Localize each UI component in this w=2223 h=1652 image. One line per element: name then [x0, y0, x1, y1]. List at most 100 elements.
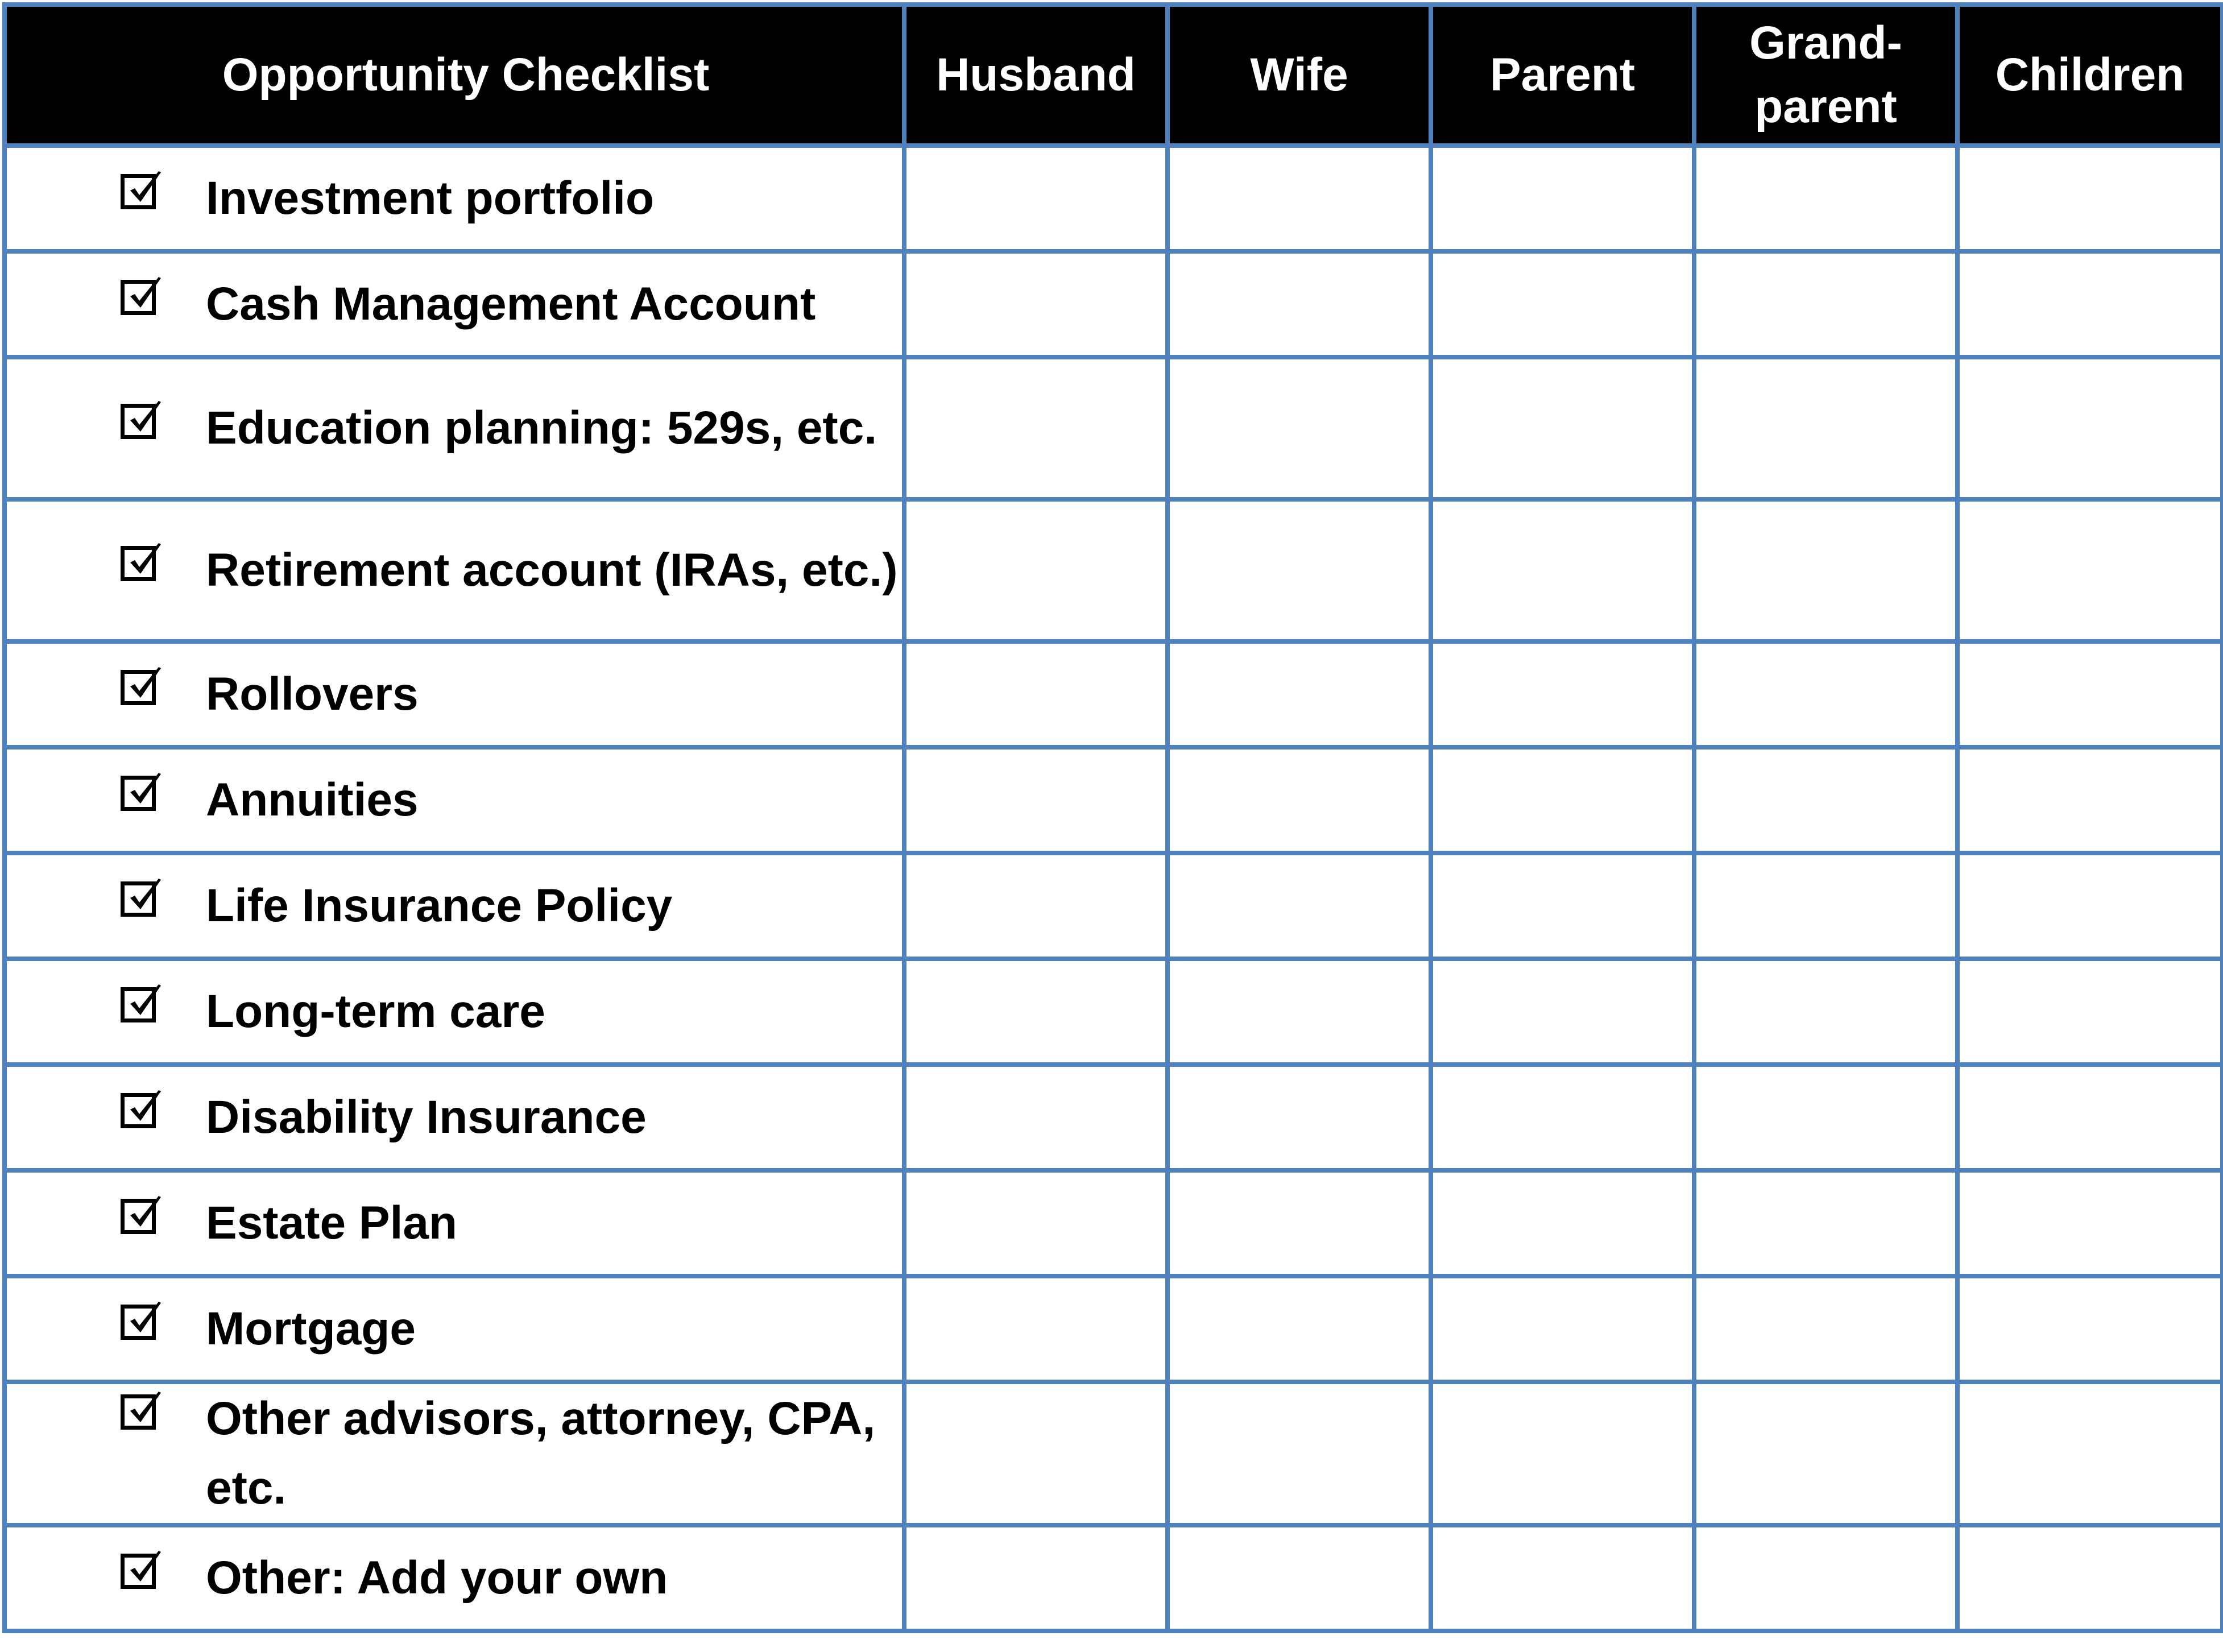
- cell-parent[interactable]: [1429, 1062, 1696, 1173]
- cell-children[interactable]: [1955, 1274, 2223, 1384]
- table-row: Long-term care: [2, 957, 2223, 1067]
- checklist-item-label: Cash Management Account: [206, 278, 816, 330]
- checklist-item-label: Other: Add your own: [206, 1552, 668, 1604]
- cell-parent[interactable]: [1429, 1523, 1696, 1633]
- checklist-item: Other advisors, attorney, CPA, etc.: [2, 1380, 906, 1527]
- checked-box-icon: [121, 1392, 161, 1430]
- cell-husband[interactable]: [902, 1523, 1170, 1633]
- cell-wife[interactable]: [1165, 497, 1433, 644]
- cell-parent[interactable]: [1429, 143, 1696, 254]
- checked-box-icon: [121, 277, 161, 315]
- cell-grandparent[interactable]: [1692, 957, 1960, 1067]
- checklist-item: Estate Plan: [2, 1168, 906, 1278]
- cell-husband[interactable]: [902, 497, 1170, 644]
- cell-husband[interactable]: [902, 851, 1170, 961]
- cell-parent[interactable]: [1429, 249, 1696, 359]
- checked-box-icon: [121, 1551, 161, 1589]
- checklist-item: Long-term care: [2, 957, 906, 1067]
- cell-wife[interactable]: [1165, 745, 1433, 855]
- checklist-item: Education planning: 529s, etc.: [2, 355, 906, 502]
- checklist-item-label: Estate Plan: [206, 1197, 458, 1249]
- cell-parent[interactable]: [1429, 1168, 1696, 1278]
- checklist-item: Investment portfolio: [2, 143, 906, 254]
- cell-children[interactable]: [1955, 355, 2223, 502]
- checklist-item-label: Long-term care: [206, 986, 545, 1037]
- table-row: Other advisors, attorney, CPA, etc.: [2, 1380, 2223, 1527]
- cell-parent[interactable]: [1429, 851, 1696, 961]
- cell-husband[interactable]: [902, 1168, 1170, 1278]
- header-grandparent: Grand- parent: [1692, 2, 1960, 148]
- checked-box-icon: [121, 667, 161, 705]
- cell-wife[interactable]: [1165, 143, 1433, 254]
- checklist-item: Annuities: [2, 745, 906, 855]
- header-row: Opportunity Checklist Husband Wife Paren…: [2, 2, 2223, 148]
- cell-children[interactable]: [1955, 851, 2223, 961]
- cell-parent[interactable]: [1429, 355, 1696, 502]
- checklist-item-label: Education planning: 529s, etc.: [206, 402, 877, 454]
- cell-husband[interactable]: [902, 745, 1170, 855]
- cell-wife[interactable]: [1165, 639, 1433, 750]
- cell-grandparent[interactable]: [1692, 639, 1960, 750]
- cell-grandparent[interactable]: [1692, 143, 1960, 254]
- cell-grandparent[interactable]: [1692, 1274, 1960, 1384]
- cell-grandparent[interactable]: [1692, 1523, 1960, 1633]
- cell-husband[interactable]: [902, 1062, 1170, 1173]
- cell-grandparent[interactable]: [1692, 1380, 1960, 1527]
- checked-box-icon: [121, 773, 161, 811]
- cell-wife[interactable]: [1165, 1062, 1433, 1173]
- cell-parent[interactable]: [1429, 497, 1696, 644]
- cell-husband[interactable]: [902, 639, 1170, 750]
- table-row: Mortgage: [2, 1274, 2223, 1384]
- cell-grandparent[interactable]: [1692, 497, 1960, 644]
- cell-husband[interactable]: [902, 143, 1170, 254]
- cell-wife[interactable]: [1165, 957, 1433, 1067]
- header-children: Children: [1955, 2, 2223, 148]
- cell-grandparent[interactable]: [1692, 249, 1960, 359]
- cell-wife[interactable]: [1165, 1274, 1433, 1384]
- table-row: Disability Insurance: [2, 1062, 2223, 1173]
- cell-children[interactable]: [1955, 143, 2223, 254]
- table-row: Cash Management Account: [2, 249, 2223, 359]
- cell-husband[interactable]: [902, 957, 1170, 1067]
- cell-parent[interactable]: [1429, 1274, 1696, 1384]
- table-row: Rollovers: [2, 639, 2223, 750]
- header-parent: Parent: [1429, 2, 1696, 148]
- checklist-item-label: Life Insurance Policy: [206, 880, 673, 931]
- cell-grandparent[interactable]: [1692, 745, 1960, 855]
- cell-wife[interactable]: [1165, 355, 1433, 502]
- cell-grandparent[interactable]: [1692, 1062, 1960, 1173]
- cell-children[interactable]: [1955, 1062, 2223, 1173]
- checklist-item-label: Other advisors, attorney, CPA, etc.: [206, 1393, 876, 1514]
- cell-parent[interactable]: [1429, 745, 1696, 855]
- cell-husband[interactable]: [902, 249, 1170, 359]
- checklist-item: Mortgage: [2, 1274, 906, 1384]
- cell-parent[interactable]: [1429, 957, 1696, 1067]
- checked-box-icon: [121, 171, 161, 209]
- cell-grandparent[interactable]: [1692, 851, 1960, 961]
- cell-children[interactable]: [1955, 957, 2223, 1067]
- cell-husband[interactable]: [902, 1274, 1170, 1384]
- cell-children[interactable]: [1955, 249, 2223, 359]
- checklist-item: Cash Management Account: [2, 249, 906, 359]
- checked-box-icon: [121, 1090, 161, 1128]
- cell-children[interactable]: [1955, 745, 2223, 855]
- cell-children[interactable]: [1955, 639, 2223, 750]
- cell-grandparent[interactable]: [1692, 1168, 1960, 1278]
- cell-children[interactable]: [1955, 1380, 2223, 1527]
- cell-children[interactable]: [1955, 1168, 2223, 1278]
- table-row: Estate Plan: [2, 1168, 2223, 1278]
- cell-wife[interactable]: [1165, 1523, 1433, 1633]
- cell-wife[interactable]: [1165, 1380, 1433, 1527]
- cell-wife[interactable]: [1165, 249, 1433, 359]
- cell-wife[interactable]: [1165, 1168, 1433, 1278]
- cell-grandparent[interactable]: [1692, 355, 1960, 502]
- cell-children[interactable]: [1955, 1523, 2223, 1633]
- checklist-item-label: Disability Insurance: [206, 1091, 647, 1143]
- cell-husband[interactable]: [902, 355, 1170, 502]
- table-row: Other: Add your own: [2, 1523, 2223, 1633]
- cell-parent[interactable]: [1429, 1380, 1696, 1527]
- cell-husband[interactable]: [902, 1380, 1170, 1527]
- cell-parent[interactable]: [1429, 639, 1696, 750]
- cell-wife[interactable]: [1165, 851, 1433, 961]
- cell-children[interactable]: [1955, 497, 2223, 644]
